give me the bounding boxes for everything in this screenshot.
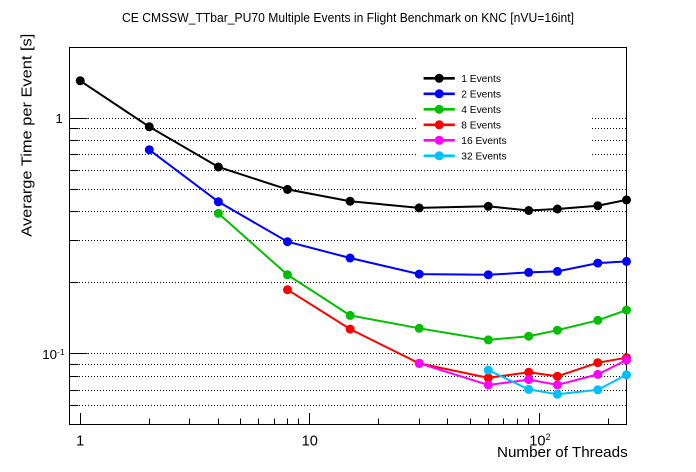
svg-text:4 Events: 4 Events bbox=[461, 105, 501, 116]
svg-text:102: 102 bbox=[529, 432, 550, 450]
svg-text:10: 10 bbox=[302, 433, 318, 449]
svg-text:8 Events: 8 Events bbox=[461, 121, 501, 132]
svg-text:Averarge Time per Event [s]: Averarge Time per Event [s] bbox=[19, 34, 36, 237]
svg-text:16 Events: 16 Events bbox=[461, 136, 506, 147]
svg-text:1: 1 bbox=[55, 111, 62, 126]
svg-text:32 Events: 32 Events bbox=[461, 152, 506, 163]
svg-text:CE CMSSW_TTbar_PU70 Multiple E: CE CMSSW_TTbar_PU70 Multiple Events in F… bbox=[122, 11, 574, 25]
svg-text:1 Events: 1 Events bbox=[461, 74, 501, 85]
svg-text:2 Events: 2 Events bbox=[461, 90, 501, 101]
svg-text:Number of Threads: Number of Threads bbox=[497, 444, 628, 461]
svg-text:1: 1 bbox=[76, 433, 84, 449]
